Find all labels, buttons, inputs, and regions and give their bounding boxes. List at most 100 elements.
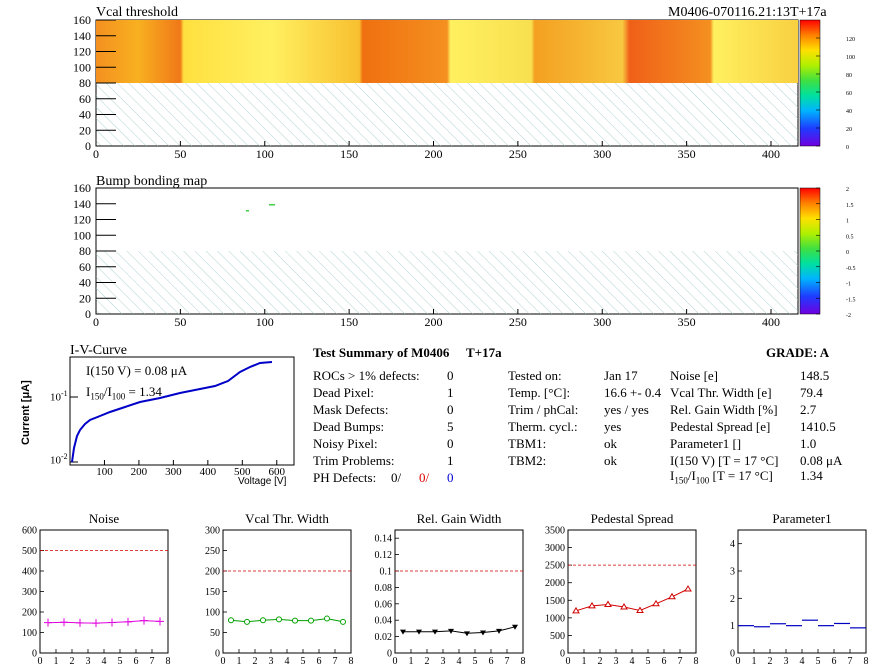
summary-defect-label: ROCs > 1% defects: <box>313 368 420 383</box>
summary-ratio-label: I150/I100 [T = 17 °C] <box>670 468 773 486</box>
roc-chart-y-tick-label: 0 <box>215 649 220 660</box>
roc-chart-point <box>324 615 330 622</box>
map-y-tick-label: 20 <box>79 291 91 305</box>
roc-chart-y-tick-label: 3000 <box>545 543 565 554</box>
map-x-tick-label: 250 <box>509 147 527 161</box>
map-y-tick-label: 0 <box>85 139 91 153</box>
roc-chart-x-tick-label: 2 <box>70 656 75 667</box>
roc-chart-y-tick-label: 3 <box>730 567 735 578</box>
roc-chart-y-tick-label: 250 <box>205 546 220 557</box>
roc-chart-x-tick-label: 6 <box>134 656 139 667</box>
summary-defect-value: 0 <box>447 436 454 451</box>
summary-condition-value: Jan 17 <box>604 368 638 383</box>
map2-defect-mark <box>269 204 275 206</box>
roc-chart-x-tick-label: 4 <box>457 656 462 667</box>
roc-chart-x-tick-label: 0 <box>736 656 741 667</box>
map-y-tick-label: 20 <box>79 123 91 137</box>
roc-chart-point <box>432 629 438 635</box>
roc-chart-point <box>620 602 628 610</box>
roc-chart-y-tick-label: 1 <box>730 621 735 632</box>
roc-chart-x-tick-label: 8 <box>864 656 869 667</box>
colorbar-tick-label: 2 <box>846 187 849 193</box>
roc-chart-point <box>400 629 406 635</box>
summary-condition-label: Temp. [°C]: <box>508 385 571 400</box>
iv-i150-label: I(150 V) = 0.08 μA <box>86 363 188 378</box>
summary-defect-label: Dead Pixel: <box>313 385 375 400</box>
roc-chart-x-tick-label: 5 <box>816 656 821 667</box>
map-x-tick-label: 350 <box>678 315 696 329</box>
summary-parameter-label: Rel. Gain Width [%] <box>670 402 778 417</box>
summary-ratio-value: 1.34 <box>800 468 823 483</box>
roc-chart-y-tick-label: 0.1 <box>380 567 393 578</box>
roc-chart-x-tick-label: 6 <box>662 656 667 667</box>
roc-chart-point <box>588 601 596 609</box>
roc-chart-series-line <box>403 626 516 634</box>
roc-chart-x-tick-label: 5 <box>301 656 306 667</box>
colorbar-tick-label: -0.5 <box>846 266 856 272</box>
colorbar-tick-label: 80 <box>846 73 852 79</box>
map1-x-axis: 0 50 100 150 200 250 300 350 400 <box>93 141 780 161</box>
summary-defect-label: Noisy Pixel: <box>313 436 378 451</box>
roc-chart-x-tick-label: 1 <box>409 656 414 667</box>
roc-chart-point <box>140 616 148 625</box>
summary-condition-value: ok <box>604 436 617 451</box>
colorbar-tick-label: 100 <box>846 55 855 61</box>
roc-chart-point <box>480 630 486 636</box>
roc-chart-point <box>60 618 68 627</box>
roc-chart-point <box>416 629 422 635</box>
map-x-tick-label: 400 <box>762 315 780 329</box>
roc-chart-title: Rel. Gain Width <box>417 511 502 526</box>
iv-x-tick-label: 100 <box>96 466 113 478</box>
summary-condition-label: Trim / phCal: <box>508 402 579 417</box>
roc-chart-frame <box>39 529 169 654</box>
roc-chart-point <box>512 624 518 630</box>
summary-parameter-label: Parameter1 [] <box>670 436 742 451</box>
roc-chart-title: Parameter1 <box>772 511 831 526</box>
roc-chart-x-tick-label: 6 <box>489 656 494 667</box>
maps-svg: 0 50 100 150 200 250 300 350 400 020406080100120… <box>73 13 856 329</box>
roc-chart-x-tick-label: 0 <box>393 656 398 667</box>
roc-chart-point <box>308 617 314 624</box>
roc-chart-x-tick-label: 1 <box>237 656 242 667</box>
roc-chart-x-tick-label: 7 <box>848 656 853 667</box>
summary-condition-value: ok <box>604 453 617 468</box>
map-x-tick-label: 300 <box>593 315 611 329</box>
iv-xlabel: Voltage [V] <box>238 476 287 487</box>
iv-x-tick-label: 400 <box>200 466 217 478</box>
roc-chart-y-tick-label: 1000 <box>545 613 565 624</box>
roc-chart-y-tick-label: 100 <box>22 628 37 639</box>
map-y-tick-label: 40 <box>79 108 91 122</box>
roc-chart-x-tick-label: 7 <box>678 656 683 667</box>
roc-chart-point <box>124 617 132 626</box>
summary-condition-value: 16.6 +- 0.4 <box>604 385 662 400</box>
roc-chart-x-tick-label: 4 <box>630 656 635 667</box>
map-y-tick-label: 160 <box>73 13 91 27</box>
ph-defects-value-3: 0 <box>447 470 454 485</box>
roc-chart-x-tick-label: 2 <box>768 656 773 667</box>
map-x-tick-label: 150 <box>340 315 358 329</box>
roc-chart-title: Noise <box>89 511 120 526</box>
roc-chart-y-tick-label: 300 <box>205 526 220 537</box>
map-x-tick-label: 400 <box>762 147 780 161</box>
roc-chart-y-tick-label: 200 <box>205 567 220 578</box>
iv-frame <box>69 356 295 466</box>
ph-defects-value-2: 0/ <box>419 470 430 485</box>
roc-chart-point <box>244 618 250 625</box>
roc-chart-y-tick-label: 500 <box>22 546 37 557</box>
roc-chart-y-tick-label: 0.14 <box>375 534 393 545</box>
roc-chart-x-tick-label: 5 <box>473 656 478 667</box>
roc-chart-frame <box>737 529 867 654</box>
roc-chart-frame <box>222 529 352 654</box>
map-y-tick-label: 140 <box>73 197 91 211</box>
roc-chart-point <box>340 618 346 625</box>
map-y-tick-label: 140 <box>73 29 91 43</box>
summary-condition-value: yes <box>604 419 622 434</box>
roc-chart-x-tick-label: 1 <box>582 656 587 667</box>
map-y-tick-label: 120 <box>73 45 91 59</box>
colorbar-tick-label: 120 <box>846 37 855 43</box>
summary-defect-label: Mask Defects: <box>313 402 389 417</box>
roc-chart-x-tick-label: 0 <box>38 656 43 667</box>
summary-defect-label: Dead Bumps: <box>313 419 385 434</box>
